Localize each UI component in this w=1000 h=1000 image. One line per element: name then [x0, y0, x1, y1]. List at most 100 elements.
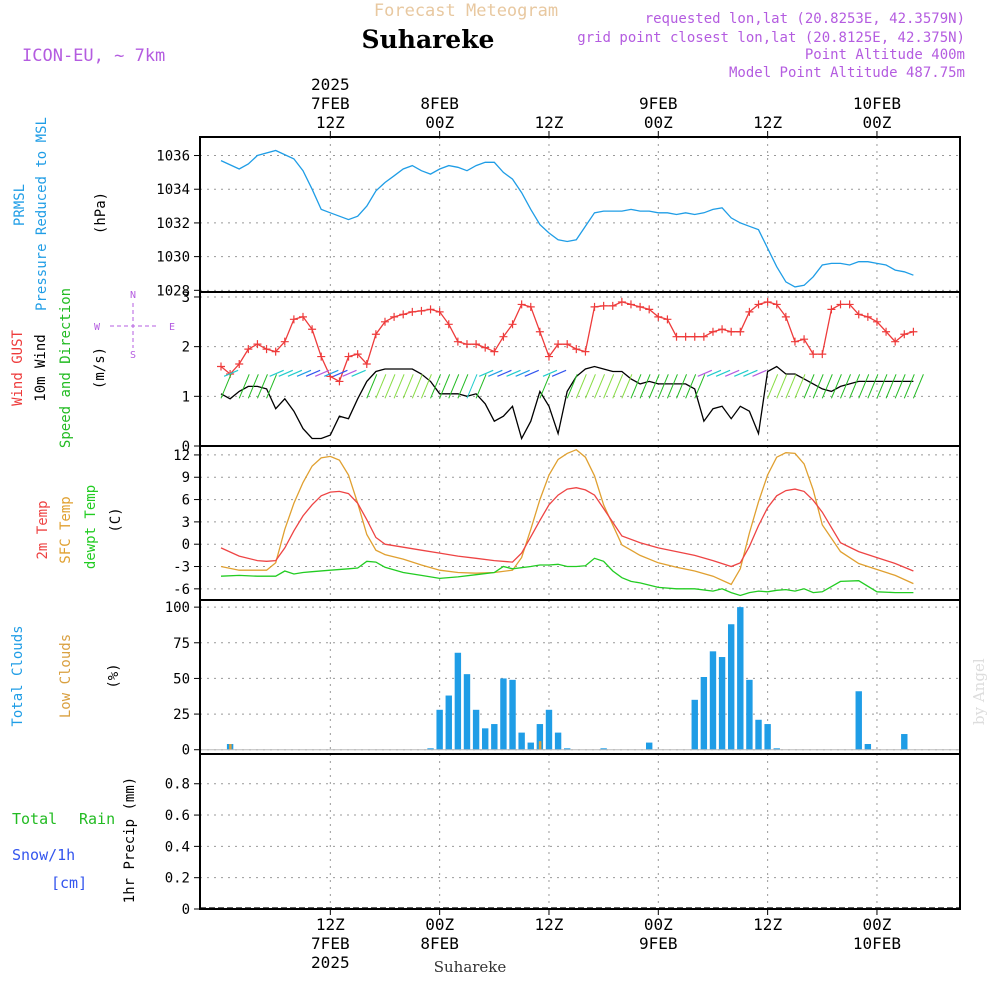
wind-barb — [612, 374, 624, 399]
bottom-time-label: 8FEB — [420, 934, 459, 953]
wind-arrow — [351, 369, 366, 377]
wind-barb — [803, 374, 815, 399]
total-cloud-bar — [700, 677, 708, 750]
wind-arrow — [287, 369, 303, 377]
wind-10m-label: 10m Wind — [33, 334, 49, 401]
gust-marker — [271, 347, 280, 356]
gust-marker — [690, 332, 699, 341]
top-time-label: 9FEB — [639, 94, 678, 113]
wind-arrow — [314, 369, 330, 377]
wind-barb — [621, 374, 633, 399]
wind-barb — [475, 374, 487, 399]
wind-barb — [840, 374, 851, 399]
gust-marker — [508, 320, 517, 329]
wind-10m-line — [220, 365, 914, 441]
wind-arrow — [515, 369, 530, 377]
wind-arrow — [743, 369, 758, 377]
gust-marker — [754, 300, 763, 309]
model-name: ICON-EU, ~ 7km — [22, 46, 165, 66]
panel-frame-temp — [199, 445, 961, 601]
wind-barb — [466, 374, 478, 399]
bottom-location: Suhareke — [434, 958, 507, 976]
wind-arrow — [269, 369, 284, 377]
temp-2m-line — [220, 487, 914, 572]
total-cloud-bar — [727, 624, 735, 750]
temp-sfc-label: SFC Temp — [58, 496, 74, 563]
total-cloud-bar — [645, 742, 653, 750]
wind-barb — [630, 374, 642, 399]
gust-marker — [636, 302, 645, 311]
top-time-label: 12Z — [535, 113, 564, 132]
gust-marker — [845, 300, 854, 309]
low-cloud-bar — [538, 741, 542, 750]
total-cloud-bar — [864, 744, 872, 750]
y-tick-label: 1032 — [156, 216, 190, 232]
gust-marker — [444, 320, 453, 329]
dewpt-temp-line — [220, 557, 914, 597]
gust-marker — [535, 327, 544, 336]
total-cloud-bar — [545, 709, 553, 750]
wind-barb — [266, 374, 278, 399]
pressure-label-1: PRMSL — [12, 184, 28, 226]
total-cloud-bar — [445, 695, 452, 750]
wind-arrow — [734, 369, 749, 377]
temp-unit: (C) — [108, 507, 124, 532]
bottom-time-label: 7FEB — [311, 934, 350, 953]
total-cloud-bar — [901, 734, 908, 750]
wind-arrow — [296, 369, 312, 377]
wind-barb — [858, 374, 870, 399]
top-time-label: 10FEB — [853, 94, 901, 113]
wind-arrow — [506, 369, 521, 377]
compass-rose: N E S W — [94, 290, 175, 361]
gust-marker — [472, 340, 481, 349]
gust-marker — [672, 332, 681, 341]
bottom-time-label: 00Z — [644, 915, 673, 934]
gust-marker — [617, 297, 626, 306]
gust-marker — [854, 310, 863, 319]
gust-marker — [599, 301, 608, 310]
gust-marker — [554, 340, 563, 349]
panel-frame-wind — [199, 291, 961, 447]
gust-marker — [335, 377, 344, 386]
model-altitude: Model Point Altitude 487.75m — [729, 65, 965, 81]
gust-marker — [308, 325, 317, 334]
total-cloud-bar — [454, 652, 462, 750]
gust-marker — [663, 315, 672, 324]
y-tick-label: 0.2 — [165, 871, 190, 887]
gust-marker — [727, 327, 736, 336]
wind-barb — [402, 374, 414, 399]
wind-barb — [584, 374, 596, 399]
wind-barb — [238, 374, 250, 399]
y-tick-label: 1036 — [156, 149, 190, 165]
wind-barb — [448, 374, 460, 399]
wind-unit: (m/s) — [92, 347, 108, 389]
gust-marker — [362, 360, 371, 369]
wind-arrow — [706, 369, 722, 377]
gust-marker — [626, 300, 635, 309]
gust-marker — [344, 352, 353, 361]
pressure-label-2: Pressure Reduced to MSL — [34, 117, 50, 311]
wind-arrow — [305, 369, 321, 377]
cloud-panel-labels: Total Clouds Low Clouds (%) — [10, 625, 122, 726]
y-tick-label: 25 — [173, 707, 190, 723]
gust-marker — [280, 337, 289, 346]
gust-marker — [699, 332, 708, 341]
gust-marker — [235, 360, 244, 369]
gust-marker — [563, 340, 572, 349]
gust-marker — [608, 301, 617, 310]
gust-marker — [390, 312, 399, 321]
precip-unit: 1hr Precip (mm) — [122, 777, 138, 903]
wind-arrow — [524, 369, 539, 377]
wind-arrow — [333, 369, 348, 377]
panel-frame-precip — [199, 753, 961, 910]
top-time-label: 12Z — [753, 113, 782, 132]
gust-marker — [736, 327, 745, 336]
total-cloud-bar — [500, 678, 507, 750]
wind-arrow — [223, 369, 239, 377]
gust-marker — [863, 312, 872, 321]
wind-arrow — [497, 369, 512, 377]
wind-barb — [694, 374, 706, 399]
wind-barb — [903, 374, 915, 399]
y-tick-label: 12 — [173, 448, 190, 464]
